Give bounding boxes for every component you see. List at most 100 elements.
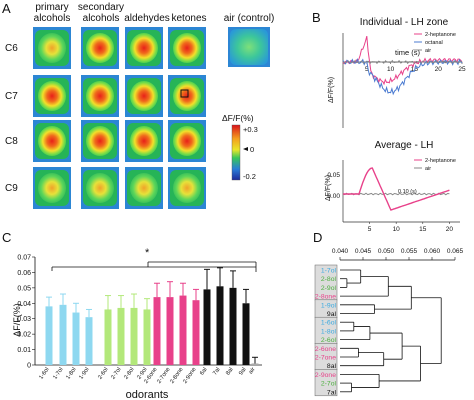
panel-c-letter: C bbox=[2, 230, 11, 245]
b-bottom-xtick-10: 10 bbox=[393, 226, 401, 233]
col-secondary-alcohols-line2: alcohols bbox=[83, 13, 120, 24]
c-ytick-2: 0.02 bbox=[17, 332, 31, 339]
b-bottom-ytick-000: 0.00 bbox=[327, 193, 340, 200]
c-ytick-5: 0.05 bbox=[17, 285, 31, 292]
b-bottom-xtick-20: 20 bbox=[446, 226, 454, 233]
d-leaf-2-9one: 2-9one bbox=[315, 372, 336, 379]
panel-b: B Individual - LH zone ΔF/F(%) time (s) … bbox=[312, 10, 466, 233]
b-top-xlabel: time (s) bbox=[395, 48, 421, 57]
heatmap-c6-col3 bbox=[125, 27, 163, 69]
d-leaf-1-6ol: 1-6ol bbox=[321, 320, 337, 327]
colorbar-max-label: +0.3 bbox=[243, 125, 258, 134]
col-aldehydes: aldehydes bbox=[124, 13, 170, 24]
row-label-c6: C6 bbox=[5, 43, 18, 54]
d-xtick-1: 0.045 bbox=[355, 248, 372, 255]
heatmap-c6-col4 bbox=[168, 27, 206, 69]
c-ytick-1: 0.01 bbox=[17, 347, 31, 354]
d-leaf-2-7one: 2-7one bbox=[315, 355, 336, 362]
d-xtick-2: 0.050 bbox=[378, 248, 395, 255]
c-xtick-2-7ol: 2-7ol bbox=[110, 367, 122, 381]
b-top-legend-0: 2-heptanone bbox=[425, 32, 456, 38]
d-xtick-0: 0.040 bbox=[332, 248, 349, 255]
c-bar-2-9one bbox=[192, 300, 200, 365]
row-label-c9: C9 bbox=[5, 183, 18, 194]
c-xtick-1-6ol: 1-6ol bbox=[38, 367, 50, 381]
heatmap-c9-col2 bbox=[81, 167, 119, 209]
heatmap-c8-col3 bbox=[125, 120, 163, 162]
b-top-legend-1: octanal bbox=[425, 40, 443, 46]
b-top-xtick-25: 25 bbox=[458, 66, 466, 73]
heatmap-c8-col4 bbox=[168, 120, 206, 162]
heatmap-c7-col4 bbox=[168, 75, 206, 117]
d-xtick-4: 0.060 bbox=[424, 248, 441, 255]
c-bar-9al bbox=[242, 303, 250, 365]
c-bar-2-9ol bbox=[143, 309, 151, 365]
heatmap-c9-col3 bbox=[125, 167, 163, 209]
c-ytick-7: 0.07 bbox=[17, 255, 31, 262]
heatmap-c7-col3 bbox=[125, 75, 163, 117]
c-xtick-1-7ol: 1-7ol bbox=[52, 367, 64, 381]
panel-a-letter: A bbox=[2, 1, 11, 16]
b-top-ylabel: ΔF/F(%) bbox=[328, 77, 335, 103]
c-bar-2-7ol bbox=[117, 307, 125, 365]
row-label-c8: C8 bbox=[5, 136, 18, 147]
b-bottom-xtick-15: 15 bbox=[419, 226, 427, 233]
c-ylabel: ΔF/F(%) bbox=[12, 303, 22, 337]
c-xtick-1-9ol: 1-9ol bbox=[78, 367, 90, 381]
b-top-legend-2: air bbox=[425, 48, 431, 54]
c-bar-1-8ol bbox=[72, 312, 80, 365]
c-bar-8al bbox=[229, 287, 237, 365]
d-group-box-4 bbox=[314, 369, 338, 397]
d-leaf-2-8ol: 2-8ol bbox=[321, 276, 337, 283]
c-bar-air bbox=[251, 363, 259, 365]
d-xtick-5: 0.065 bbox=[447, 248, 464, 255]
c-bar-2-6ol bbox=[104, 309, 112, 365]
d-xtick-3: 0.055 bbox=[401, 248, 418, 255]
c-ytick-3: 0.03 bbox=[17, 316, 31, 323]
colorbar-min-label: -0.2 bbox=[243, 172, 256, 181]
colorbar-mid-label: 0 bbox=[250, 145, 254, 154]
d-leaf-2-6one: 2-6one bbox=[315, 346, 336, 353]
c-bar-1-9ol bbox=[85, 317, 93, 365]
d-leaf-2-9ol: 2-9ol bbox=[321, 285, 337, 292]
c-xtick-7al: 7al bbox=[212, 367, 221, 377]
c-xtick-9al: 9al bbox=[238, 367, 247, 377]
b-bottom-legend-0: 2-heptanone bbox=[425, 158, 456, 164]
panel-d-letter: D bbox=[313, 230, 322, 245]
b-top-trace-air bbox=[342, 59, 463, 65]
c-xtick-1-8ol: 1-8ol bbox=[65, 367, 77, 381]
b-top-title: Individual - LH zone bbox=[360, 17, 449, 28]
c-bar-6al bbox=[203, 289, 211, 365]
b-bottom-legend-1: air bbox=[425, 166, 431, 172]
d-leaf-1-9ol: 1-9ol bbox=[321, 302, 337, 309]
c-bar-2-6one bbox=[153, 297, 161, 365]
c-ytick-6: 0.06 bbox=[17, 270, 31, 277]
d-leaf-8al: 8al bbox=[327, 363, 337, 370]
c-xtick-air: air bbox=[248, 367, 257, 376]
col-secondary-alcohols-line1: secondary bbox=[78, 2, 124, 13]
b-top-xtick-5: 5 bbox=[365, 66, 369, 73]
b-bottom-ylabel: ΔF/F(%) bbox=[325, 175, 332, 201]
c-xtick-2-8ol: 2-8ol bbox=[123, 367, 135, 381]
colorbar-zero-marker bbox=[243, 147, 248, 151]
b-top-xtick-20: 20 bbox=[435, 66, 443, 73]
colorbar bbox=[231, 124, 241, 181]
c-bar-2-7one bbox=[166, 297, 174, 365]
heatmap-c6-col2 bbox=[81, 27, 119, 69]
panel-a: A primary alcohols secondary alcohols al… bbox=[2, 1, 274, 209]
c-bar-1-6ol bbox=[45, 306, 53, 365]
c-xtick-2-6ol: 2-6ol bbox=[97, 367, 109, 381]
panel-b-letter: B bbox=[312, 10, 321, 25]
heatmap-air-control bbox=[228, 27, 270, 67]
c-xtick-6al: 6al bbox=[199, 367, 208, 377]
c-xlabel: odorants bbox=[126, 389, 169, 400]
heatmap-c7-col1 bbox=[33, 75, 71, 117]
heatmap-c9-col4 bbox=[168, 167, 206, 209]
row-label-c7: C7 bbox=[5, 91, 18, 102]
panel-d: D 0.040 0.045 0.050 0.055 0.060 0.065 1-7ol2-… bbox=[313, 230, 464, 396]
col-air-control: air (control) bbox=[224, 13, 275, 24]
col-primary-alcohols-line2: alcohols bbox=[34, 13, 71, 24]
panel-c: C 0 0.01 0.02 0.03 0.04 0.05 0.06 0.07 1-6ol 1-7… bbox=[2, 230, 262, 400]
d-leaf-9al: 9al bbox=[327, 311, 337, 318]
